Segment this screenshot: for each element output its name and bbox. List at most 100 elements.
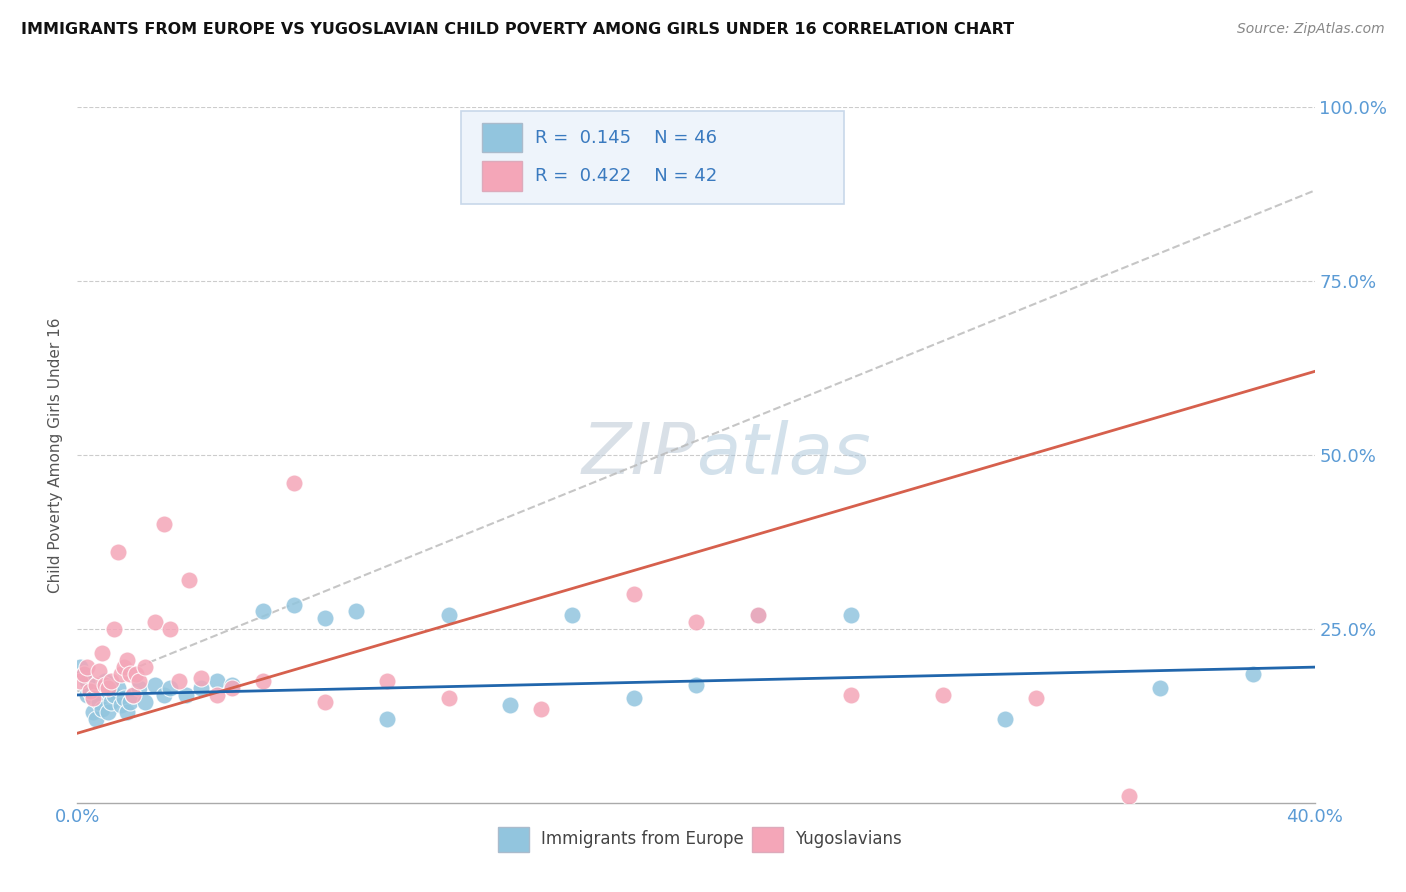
- Point: [143, 615, 166, 629]
- Point: [159, 681, 181, 695]
- Point: [107, 681, 129, 695]
- Point: [437, 691, 460, 706]
- Point: [128, 674, 150, 689]
- Point: [125, 667, 148, 681]
- Point: [84, 677, 107, 691]
- Point: [76, 660, 98, 674]
- Text: R =  0.422    N = 42: R = 0.422 N = 42: [536, 167, 717, 185]
- Point: [97, 681, 120, 695]
- Point: [159, 622, 181, 636]
- Point: [1241, 667, 1264, 681]
- Point: [91, 702, 114, 716]
- Point: [623, 691, 645, 706]
- Point: [221, 681, 243, 695]
- Point: [153, 517, 176, 532]
- Text: R =  0.145    N = 46: R = 0.145 N = 46: [536, 128, 717, 146]
- Point: [623, 587, 645, 601]
- Point: [437, 607, 460, 622]
- Point: [1025, 691, 1047, 706]
- Point: [100, 674, 122, 689]
- Point: [143, 677, 166, 691]
- Point: [87, 695, 110, 709]
- Point: [134, 660, 156, 674]
- Point: [82, 691, 104, 706]
- Point: [115, 653, 138, 667]
- Point: [69, 660, 91, 674]
- Point: [128, 681, 150, 695]
- Point: [110, 698, 132, 713]
- Point: [82, 706, 104, 720]
- Point: [994, 712, 1017, 726]
- FancyBboxPatch shape: [482, 123, 522, 153]
- Point: [153, 688, 176, 702]
- Point: [169, 674, 191, 689]
- Point: [1118, 789, 1140, 803]
- Point: [112, 660, 135, 674]
- Point: [932, 688, 955, 702]
- Point: [97, 706, 120, 720]
- Point: [122, 688, 145, 702]
- Point: [190, 671, 212, 685]
- Point: [76, 674, 98, 689]
- FancyBboxPatch shape: [752, 827, 783, 852]
- Point: [314, 695, 336, 709]
- Point: [747, 607, 769, 622]
- Point: [205, 674, 228, 689]
- Point: [72, 667, 94, 681]
- FancyBboxPatch shape: [498, 827, 529, 852]
- Text: Source: ZipAtlas.com: Source: ZipAtlas.com: [1237, 22, 1385, 37]
- Point: [252, 605, 274, 619]
- Point: [69, 674, 91, 689]
- Point: [283, 475, 305, 490]
- Text: atlas: atlas: [696, 420, 870, 490]
- Point: [685, 677, 707, 691]
- Point: [91, 646, 114, 660]
- FancyBboxPatch shape: [482, 161, 522, 191]
- Point: [747, 607, 769, 622]
- Point: [375, 674, 398, 689]
- Point: [76, 688, 98, 702]
- Point: [118, 695, 141, 709]
- Point: [87, 664, 110, 678]
- Point: [134, 695, 156, 709]
- Point: [344, 605, 367, 619]
- Point: [561, 607, 583, 622]
- Point: [103, 622, 125, 636]
- Point: [685, 615, 707, 629]
- Point: [252, 674, 274, 689]
- Point: [94, 674, 117, 689]
- Point: [177, 573, 200, 587]
- Point: [107, 545, 129, 559]
- Point: [82, 691, 104, 706]
- Y-axis label: Child Poverty Among Girls Under 16: Child Poverty Among Girls Under 16: [48, 318, 63, 592]
- Point: [499, 698, 522, 713]
- Point: [97, 684, 120, 698]
- Point: [839, 607, 862, 622]
- Text: Immigrants from Europe: Immigrants from Europe: [541, 830, 744, 848]
- Point: [122, 688, 145, 702]
- Point: [100, 695, 122, 709]
- Point: [103, 688, 125, 702]
- Point: [94, 677, 117, 691]
- Point: [221, 677, 243, 691]
- Text: Yugoslavians: Yugoslavians: [794, 830, 901, 848]
- Point: [283, 598, 305, 612]
- Point: [205, 688, 228, 702]
- Point: [79, 684, 101, 698]
- Point: [839, 688, 862, 702]
- Point: [112, 691, 135, 706]
- Point: [530, 702, 553, 716]
- Point: [84, 712, 107, 726]
- Point: [115, 706, 138, 720]
- Point: [91, 681, 114, 695]
- Point: [190, 681, 212, 695]
- Point: [375, 712, 398, 726]
- Point: [314, 611, 336, 625]
- Point: [174, 688, 197, 702]
- Text: ZIP: ZIP: [582, 420, 696, 490]
- Point: [72, 667, 94, 681]
- Point: [79, 684, 101, 698]
- Point: [1149, 681, 1171, 695]
- Text: IMMIGRANTS FROM EUROPE VS YUGOSLAVIAN CHILD POVERTY AMONG GIRLS UNDER 16 CORRELA: IMMIGRANTS FROM EUROPE VS YUGOSLAVIAN CH…: [21, 22, 1014, 37]
- Point: [118, 667, 141, 681]
